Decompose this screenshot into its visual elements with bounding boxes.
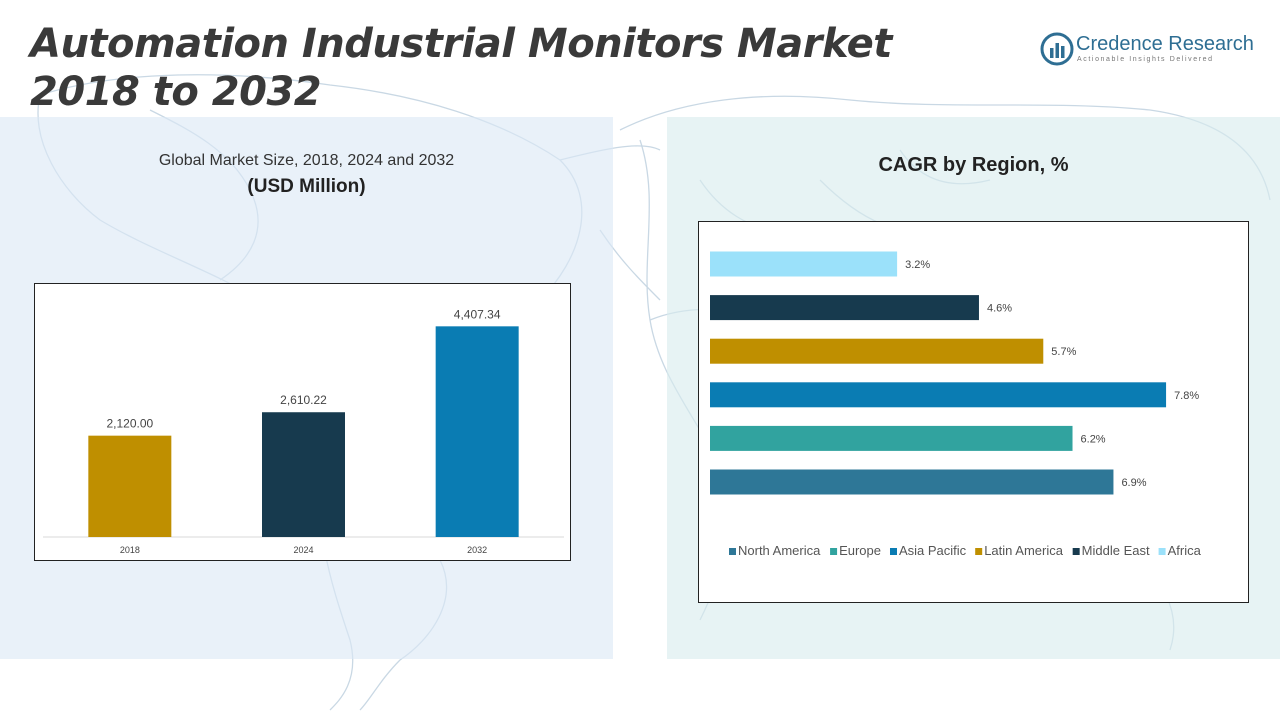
hbar-asia-pacific (710, 382, 1167, 408)
market-size-chart: 2,120.00 2018 2,610.22 2024 4,407.34 2032 (34, 283, 571, 561)
hbar-data-label: 6.2% (1081, 433, 1106, 445)
market-size-bar-svg: 2,120.00 2018 2,610.22 2024 4,407.34 2032 (43, 307, 564, 555)
legend-swatch (889, 548, 897, 555)
legend-swatch (1072, 548, 1080, 555)
bar-2032 (435, 326, 519, 537)
hbar-africa (710, 251, 898, 277)
x-tick-label: 2032 (467, 545, 487, 555)
logo-name: Credence Research (1076, 33, 1254, 55)
bar-2018 (88, 435, 172, 537)
hbar-data-label: 7.8% (1174, 390, 1199, 402)
page-title: Automation Industrial Monitors Market 20… (30, 21, 892, 115)
hbar-data-label: 3.2% (905, 259, 930, 271)
legend-swatch (1158, 548, 1166, 555)
credence-logo-icon (1040, 32, 1074, 66)
legend-item: North America (738, 543, 821, 558)
legend-swatch (830, 548, 838, 555)
legend-swatch (975, 548, 983, 555)
hbar-data-label: 5.7% (1051, 346, 1076, 358)
market-size-unit: (USD Million) (247, 176, 366, 197)
cagr-bar-svg: 3.2% 4.6% 5.7% 7.8% 6.2% 6.9% North America Eur… (710, 251, 1202, 558)
bar-data-label: 2,610.22 (280, 393, 327, 407)
hbar-europe (710, 425, 1073, 451)
cagr-chart-title: CAGR by Region, % (878, 154, 1069, 176)
legend-item: Middle East (1082, 543, 1150, 558)
legend-swatch (729, 548, 736, 555)
hbar-north-america (710, 469, 1114, 495)
hbar-middle-east (710, 295, 979, 321)
legend-item: Africa (1168, 543, 1202, 558)
legend-item: Latin America (984, 543, 1064, 558)
legend-item: Europe (839, 543, 881, 558)
bar-data-label: 4,407.34 (454, 307, 501, 321)
bar-data-label: 2,120.00 (106, 417, 153, 431)
logo-tagline: Actionable Insights Delivered (1077, 56, 1214, 63)
hbar-data-label: 4.6% (987, 303, 1012, 315)
bar-2024 (262, 412, 345, 537)
market-size-chart-title: Global Market Size, 2018, 2024 and 2032 (158, 152, 455, 169)
hbar-latin-america (710, 338, 1044, 364)
x-tick-label: 2018 (120, 545, 140, 555)
cagr-chart: 3.2% 4.6% 5.7% 7.8% 6.2% 6.9% North America Eur… (698, 221, 1249, 603)
legend-item: Asia Pacific (899, 543, 967, 558)
brand-logo: Credence Research Actionable Insights De… (1040, 30, 1270, 70)
x-tick-label: 2024 (293, 545, 313, 555)
hbar-data-label: 6.9% (1121, 477, 1146, 489)
